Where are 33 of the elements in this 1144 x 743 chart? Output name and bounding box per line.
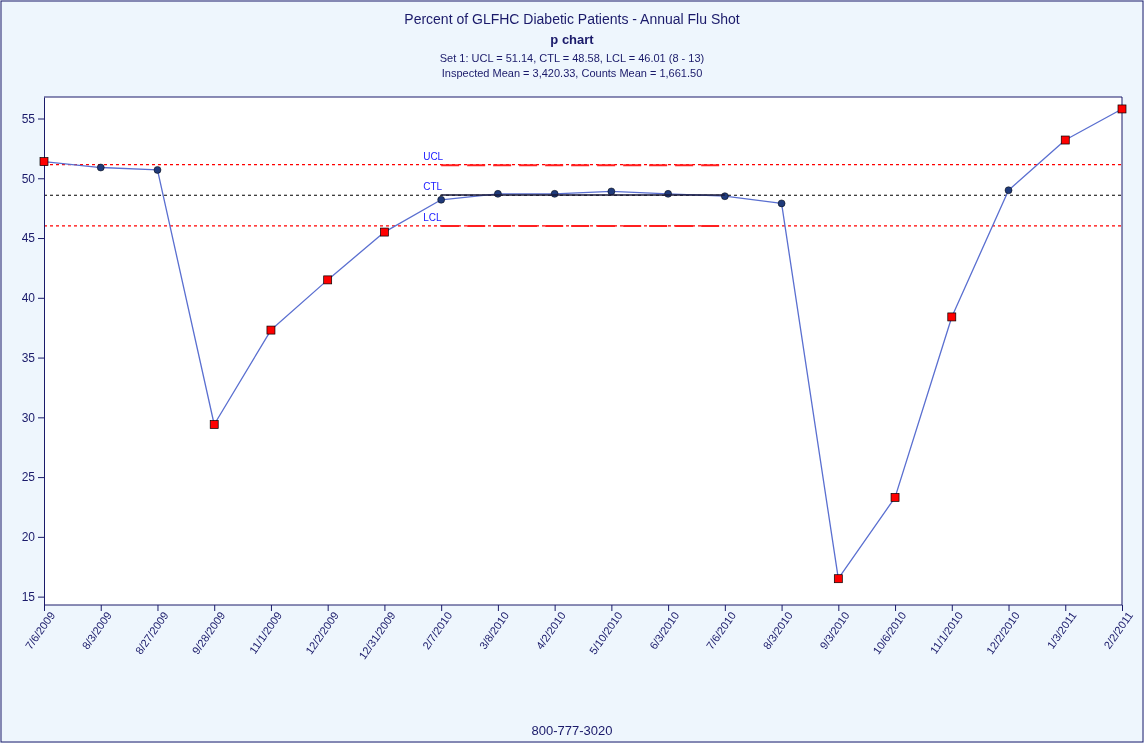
y-tick-label: 50 [21,171,36,186]
y-tick-label: 15 [21,589,36,604]
point [380,227,389,237]
chart-title: Percent of GLFHC Diabetic Patients - Annual Flu Shot [404,11,740,27]
point [323,275,333,285]
y-tick-label: 55 [21,111,36,126]
point [890,493,900,502]
point [1004,186,1013,194]
y-tick-label: 40 [21,291,36,306]
point [96,163,105,172]
y-tick-label: 45 [21,231,36,246]
point [209,420,219,429]
y-tick-label: 30 [21,410,36,425]
point [607,187,616,196]
text: Set 1: UCL = 51.14, CTL = 48.58, LCL = 46.01 (8 - 13) [439,52,705,64]
annotation: CTL [423,181,443,193]
point [833,574,843,584]
point [947,312,957,322]
point [39,157,49,166]
point [153,166,162,174]
chart-subtitle: p chart [550,32,595,47]
y-tick-label: 20 [21,530,36,545]
annotation: UCL [423,150,444,162]
text: 800-777-3020 [531,723,613,738]
point [777,199,786,208]
y-tick-label: 25 [21,470,36,485]
y-tick-label: 35 [21,350,36,365]
point [266,325,276,335]
point [1117,104,1127,114]
text: Inspected Mean = 3,420.33, Counts Mean = 1,661.50 [441,67,703,79]
annotation: LCL [423,211,442,223]
point [437,196,445,204]
point [1060,135,1070,145]
